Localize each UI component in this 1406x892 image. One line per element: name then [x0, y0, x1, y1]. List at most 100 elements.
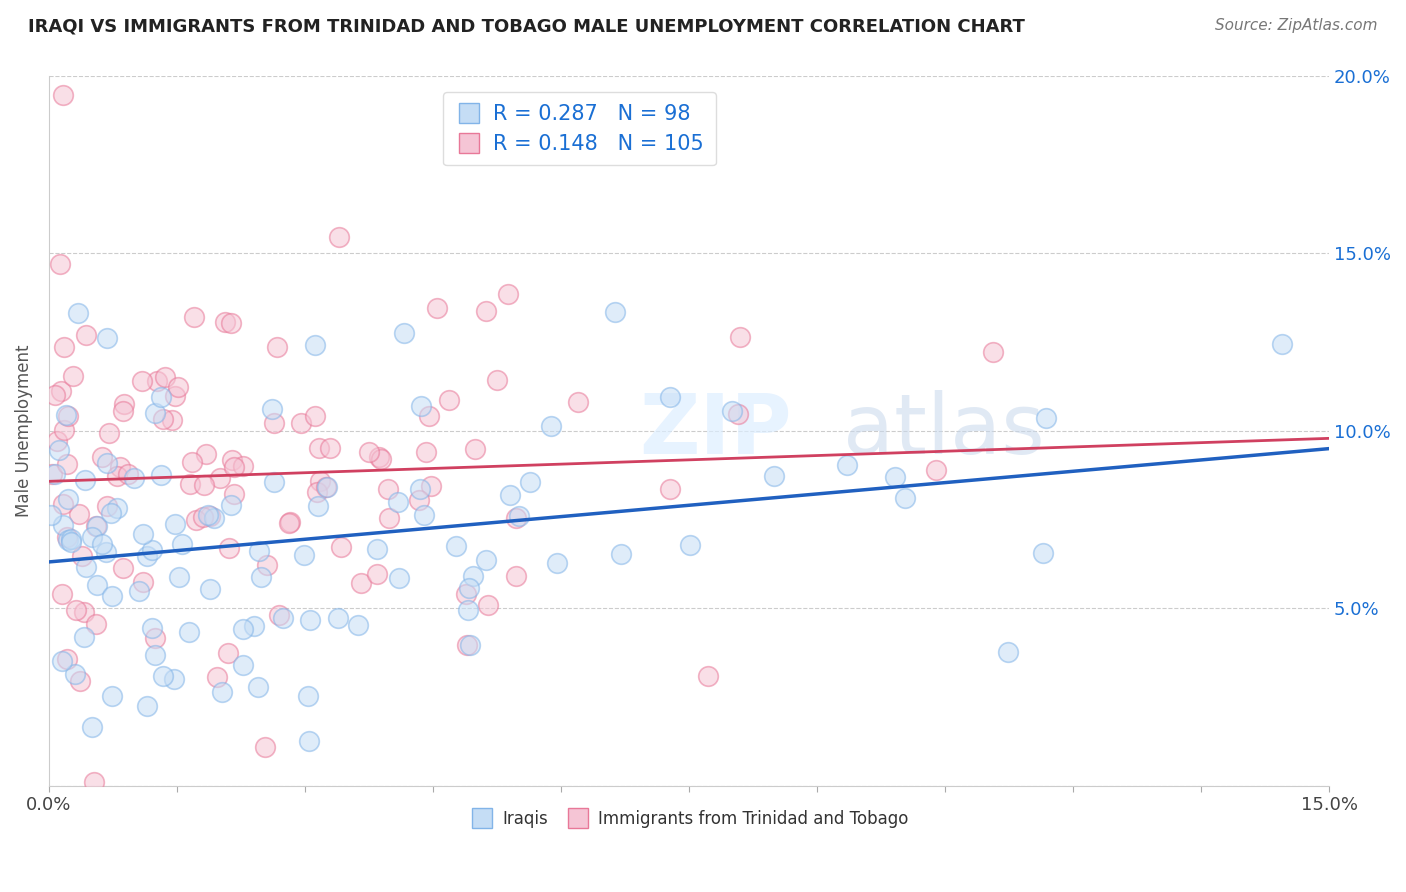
Point	[278, 515, 301, 529]
Point	[659, 482, 682, 496]
Point	[1035, 410, 1057, 425]
Y-axis label: Male Unemployment: Male Unemployment	[15, 344, 32, 516]
Point	[444, 539, 467, 553]
Point	[299, 613, 322, 627]
Point	[925, 463, 948, 477]
Point	[73, 630, 96, 644]
Point	[308, 441, 330, 455]
Point	[426, 301, 449, 316]
Point	[224, 459, 246, 474]
Point	[412, 508, 434, 522]
Point	[152, 669, 174, 683]
Point	[122, 470, 145, 484]
Point	[308, 475, 330, 489]
Point	[367, 450, 389, 465]
Point	[409, 400, 432, 414]
Point	[519, 475, 541, 489]
Point	[149, 390, 172, 404]
Point	[377, 482, 399, 496]
Point	[319, 442, 342, 456]
Point	[91, 537, 114, 551]
Point	[56, 530, 79, 544]
Point	[91, 450, 114, 464]
Point	[366, 567, 388, 582]
Point	[366, 542, 388, 557]
Point	[82, 720, 104, 734]
Point	[278, 516, 301, 530]
Point	[56, 409, 79, 423]
Point	[232, 622, 254, 636]
Point	[266, 340, 288, 354]
Point	[145, 374, 167, 388]
Point	[315, 480, 337, 494]
Point	[884, 469, 907, 483]
Point	[73, 605, 96, 619]
Point	[65, 603, 87, 617]
Point	[153, 369, 176, 384]
Point	[540, 419, 562, 434]
Point	[56, 652, 79, 666]
Point	[75, 560, 97, 574]
Point	[80, 530, 103, 544]
Point	[105, 468, 128, 483]
Point	[273, 611, 295, 625]
Point	[419, 479, 441, 493]
Point	[505, 511, 527, 525]
Point	[70, 549, 93, 564]
Point	[297, 689, 319, 703]
Point	[415, 445, 437, 459]
Point	[52, 497, 75, 511]
Point	[56, 458, 79, 472]
Point	[408, 493, 430, 508]
Point	[194, 447, 217, 461]
Point	[53, 340, 76, 354]
Point	[304, 337, 326, 351]
Point	[84, 616, 107, 631]
Point	[52, 88, 75, 103]
Point	[143, 406, 166, 420]
Point	[141, 543, 163, 558]
Point	[214, 315, 236, 329]
Point	[456, 638, 478, 652]
Point	[44, 467, 66, 482]
Point	[67, 306, 90, 320]
Point	[75, 327, 97, 342]
Point	[149, 467, 172, 482]
Point	[457, 582, 479, 596]
Point	[658, 390, 681, 404]
Point	[98, 426, 121, 441]
Point	[59, 535, 82, 549]
Point	[180, 455, 202, 469]
Point	[209, 470, 232, 484]
Point	[94, 544, 117, 558]
Point	[418, 409, 440, 424]
Point	[499, 488, 522, 502]
Point	[232, 657, 254, 672]
Point	[546, 556, 568, 570]
Point	[100, 506, 122, 520]
Point	[111, 404, 134, 418]
Point	[359, 445, 381, 459]
Point	[304, 409, 326, 423]
Point	[198, 582, 221, 597]
Point	[350, 576, 373, 591]
Point	[135, 699, 157, 714]
Point	[46, 434, 69, 448]
Point	[267, 607, 290, 622]
Point	[56, 492, 79, 507]
Point	[894, 491, 917, 506]
Point	[292, 548, 315, 562]
Point	[193, 477, 215, 491]
Point	[193, 510, 215, 524]
Point	[679, 537, 702, 551]
Point	[60, 532, 83, 546]
Text: atlas: atlas	[842, 390, 1045, 471]
Point	[112, 561, 135, 575]
Point	[221, 453, 243, 467]
Point	[243, 619, 266, 633]
Point	[172, 537, 194, 551]
Point	[219, 498, 242, 512]
Point	[44, 388, 66, 402]
Point	[51, 518, 73, 533]
Point	[51, 654, 73, 668]
